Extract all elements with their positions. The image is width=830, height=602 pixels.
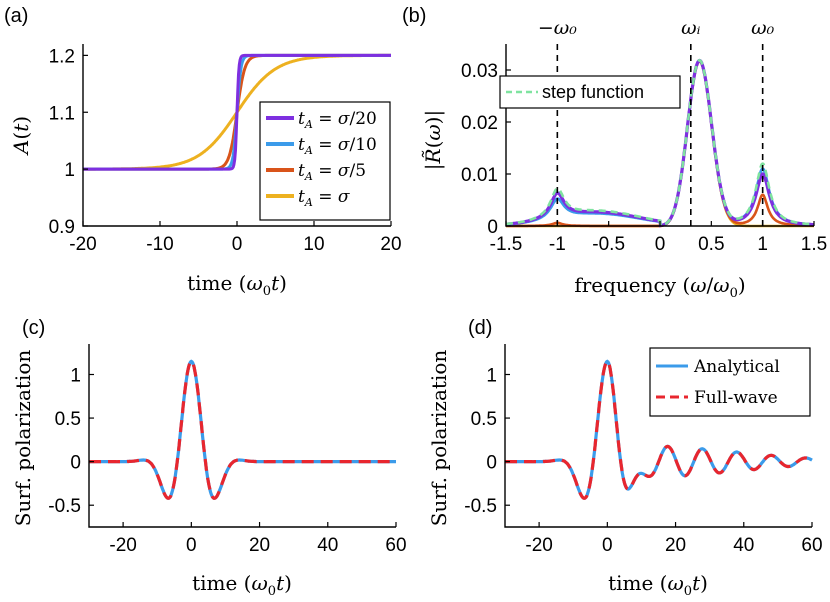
panel-d-ticks: -20 0 20 40 60 -0.5 0 0.5 1	[464, 366, 822, 557]
panel-a-ytick-label-3: 1.2	[49, 46, 75, 67]
panel-a-ytick-label-1: 1	[64, 160, 75, 181]
panel-b-marker-label-1: ωᵢ	[681, 17, 700, 39]
panel-c-xtick-label-3: 40	[317, 535, 338, 556]
panel-b-xtick-label-2: -0.5	[592, 234, 625, 255]
panel-b-ticks: -1.5 -1 -0.5 0 0.5 1 1.5 0 0.01 0.02 0.03	[461, 61, 827, 255]
panel-d-xtick-label-2: 20	[665, 535, 686, 556]
panel-a-xtick-label-0: -20	[69, 234, 96, 255]
panel-a-series-0	[83, 53, 391, 171]
panel-b-xlabel: frequency (ω/ω0)	[574, 273, 745, 301]
panel-b-xtick-label-1: -1	[549, 234, 566, 255]
panel-d-xtick-label-4: 60	[801, 535, 822, 556]
panel-b-xtick-label-6: 1.5	[801, 234, 827, 255]
panel-c-label: (c)	[22, 317, 45, 339]
panel-c-axes	[88, 344, 396, 528]
panel-b-xtick-label-5: 1	[757, 234, 768, 255]
panel-d: (d) -20 0 20 40 60 -0.5 0 0.5 1 time (ω0t) Surf.…	[427, 317, 823, 599]
panel-d-ytick-label-2: 0.5	[471, 409, 497, 430]
panel-a-legend: tA = σ/20 tA = σ/10 tA = σ/5 tA = σ	[259, 101, 391, 221]
panel-b-series-step	[505, 58, 814, 227]
panel-d-legend-label-fullwave: Full-wave	[694, 388, 778, 408]
panel-c-ytick-label-0: -0.5	[48, 496, 81, 517]
panel-c-ytick-label-1: 0	[70, 453, 81, 474]
panel-a-legend-label-1: tA = σ/10	[298, 135, 377, 157]
panel-d-ytick-label-0: -0.5	[464, 496, 497, 517]
panel-a-ytick-label-0: 0.9	[49, 217, 75, 238]
panel-d-xtick-label-1: 0	[602, 535, 613, 556]
panel-b-marker-label-2: ω₀	[751, 17, 774, 39]
panel-c-series-fullwave	[89, 359, 396, 500]
panel-d-ytick-label-3: 1	[486, 366, 497, 387]
panel-d-curves	[505, 359, 813, 500]
panel-d-legend-box	[649, 347, 811, 417]
panel-c-xlabel: time (ω0t)	[192, 571, 292, 599]
panel-c-ticks: -20 0 20 40 60 -0.5 0 0.5 1	[48, 366, 406, 557]
panel-d-xtick-label-3: 40	[733, 535, 754, 556]
panel-d-ylabel: Surf. polarization	[427, 350, 451, 527]
panel-a-curves	[83, 53, 391, 171]
panel-c-series-analytical	[89, 359, 396, 500]
panel-a-xtick-label-4: 20	[380, 234, 401, 255]
panel-b-label: (b)	[402, 5, 426, 27]
panel-b-ytick-label-1: 0.01	[461, 165, 498, 186]
panel-c-xtick-label-1: 0	[186, 535, 197, 556]
panel-b-ytick-label-3: 0.03	[461, 61, 498, 82]
panel-b-xtick-label-3: 0	[655, 234, 666, 255]
panel-a-xtick-label-2: 0	[232, 234, 243, 255]
panel-a-legend-label-2: tA = σ/5	[298, 161, 366, 183]
panel-d-xtick-label-0: -20	[525, 535, 552, 556]
panel-a-legend-label-3: tA = σ	[298, 187, 350, 209]
panel-d-legend-label-analytical: Analytical	[693, 357, 780, 377]
panel-a-legend-label-0: tA = σ/20	[298, 109, 377, 131]
panel-c-ylabel: Surf. polarization	[11, 350, 35, 527]
panel-d-label: (d)	[468, 317, 492, 339]
panel-b-marker-label-0: −ω₀	[538, 17, 577, 39]
panel-a-ticks: -20 -10 0 10 20 0.9 1 1.1 1.2	[49, 46, 402, 255]
panel-a-label: (a)	[4, 5, 28, 27]
panel-d-xlabel: time (ω0t)	[608, 571, 708, 599]
panel-d-legend: Analytical Full-wave	[649, 347, 811, 417]
panel-b-legend-label: step function	[542, 82, 644, 102]
panel-a-ylabel: A(t)	[9, 116, 33, 156]
panel-c-xtick-label-0: -20	[109, 535, 136, 556]
panel-b-markers: −ω₀ ωᵢ ω₀	[538, 17, 775, 226]
panel-c-xtick-label-4: 60	[385, 535, 406, 556]
panel-b-ylabel: |R̃(ω)|	[421, 110, 446, 170]
panel-c: (c) -20 0 20 40 60 -0.5 0 0.5 1 time (ω0t) Surf.…	[11, 317, 407, 599]
panel-c-ytick-label-2: 0.5	[55, 409, 81, 430]
panel-b-xtick-label-0: -1.5	[490, 234, 523, 255]
panel-a: (a) -20 -10 0 10 20 0.9 1 1.1 1.2 time (ω0t) A(t…	[4, 5, 402, 299]
panel-a-xtick-label-1: -10	[146, 234, 173, 255]
panel-a-legend-box	[259, 101, 391, 221]
panel-a-xtick-label-3: 10	[303, 234, 324, 255]
panel-b-xtick-label-4: 0.5	[698, 234, 724, 255]
panel-c-curves	[89, 359, 396, 500]
panel-c-ytick-label-3: 1	[70, 366, 81, 387]
panel-a-legend-items: tA = σ/20 tA = σ/10 tA = σ/5 tA = σ	[266, 109, 377, 209]
panel-b-ytick-label-2: 0.02	[461, 113, 498, 134]
panel-b-legend: step function	[499, 75, 681, 109]
panel-c-xtick-label-2: 20	[249, 535, 270, 556]
panel-a-ytick-label-2: 1.1	[49, 103, 75, 124]
panel-d-axes	[504, 344, 812, 528]
panel-b-ytick-label-0: 0	[487, 217, 498, 238]
panel-d-series-fullwave	[505, 359, 813, 500]
panel-d-ytick-label-1: 0	[486, 453, 497, 474]
panel-a-xlabel: time (ω0t)	[187, 271, 287, 299]
panel-b: (b) -1.5 -1 -0.5 0 0.5 1 1.5 0 0.01 0.02 0.03 −ω₀ ω…	[402, 5, 827, 301]
